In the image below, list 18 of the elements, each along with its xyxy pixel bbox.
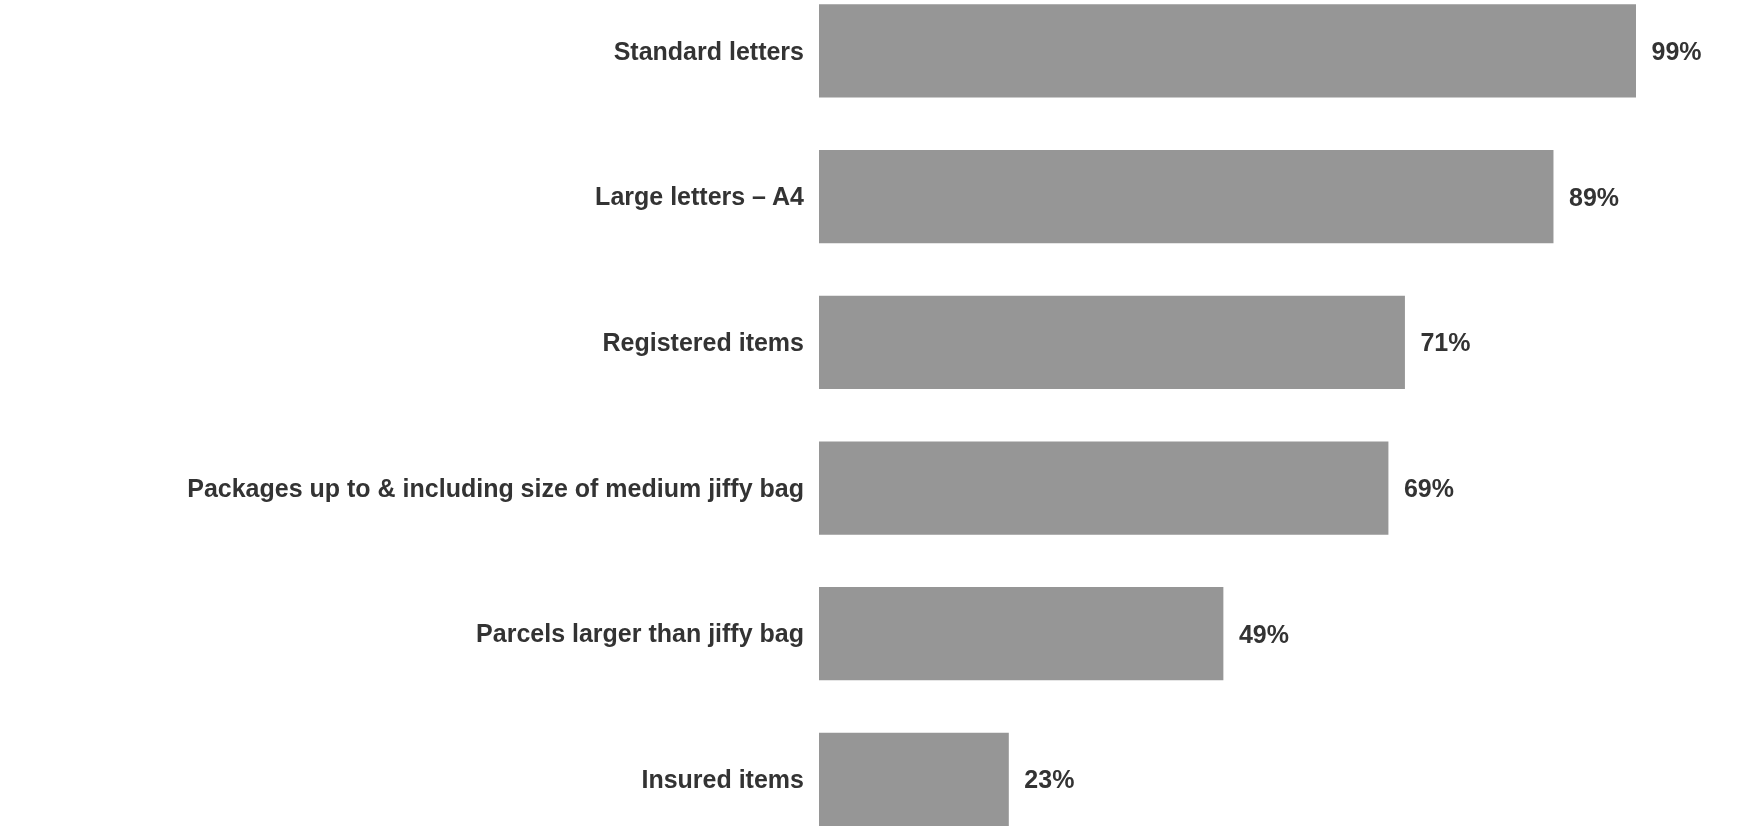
bar [819,4,1636,98]
bar [819,295,1405,389]
data-label: 69% [1391,474,1454,503]
data-label: 99% [1639,36,1702,65]
data-label: 71% [1407,328,1471,357]
bar [819,732,1009,826]
y-tick-label: Large letters – A4 [595,182,805,211]
data-label: 23% [1011,765,1075,794]
y-tick-label: Packages up to & including size of medium jiffy bag [187,473,804,502]
bar [819,441,1389,535]
y-tick-label: Insured items [641,765,804,794]
data-label: 89% [1556,182,1620,211]
y-tick-label: Standard letters [613,36,804,65]
y-tick-label: Registered items [602,328,804,357]
bar [819,587,1224,681]
bar [819,150,1554,244]
data-label: 49% [1226,619,1289,648]
y-tick-label: Parcels larger than jiffy bag [476,619,804,648]
